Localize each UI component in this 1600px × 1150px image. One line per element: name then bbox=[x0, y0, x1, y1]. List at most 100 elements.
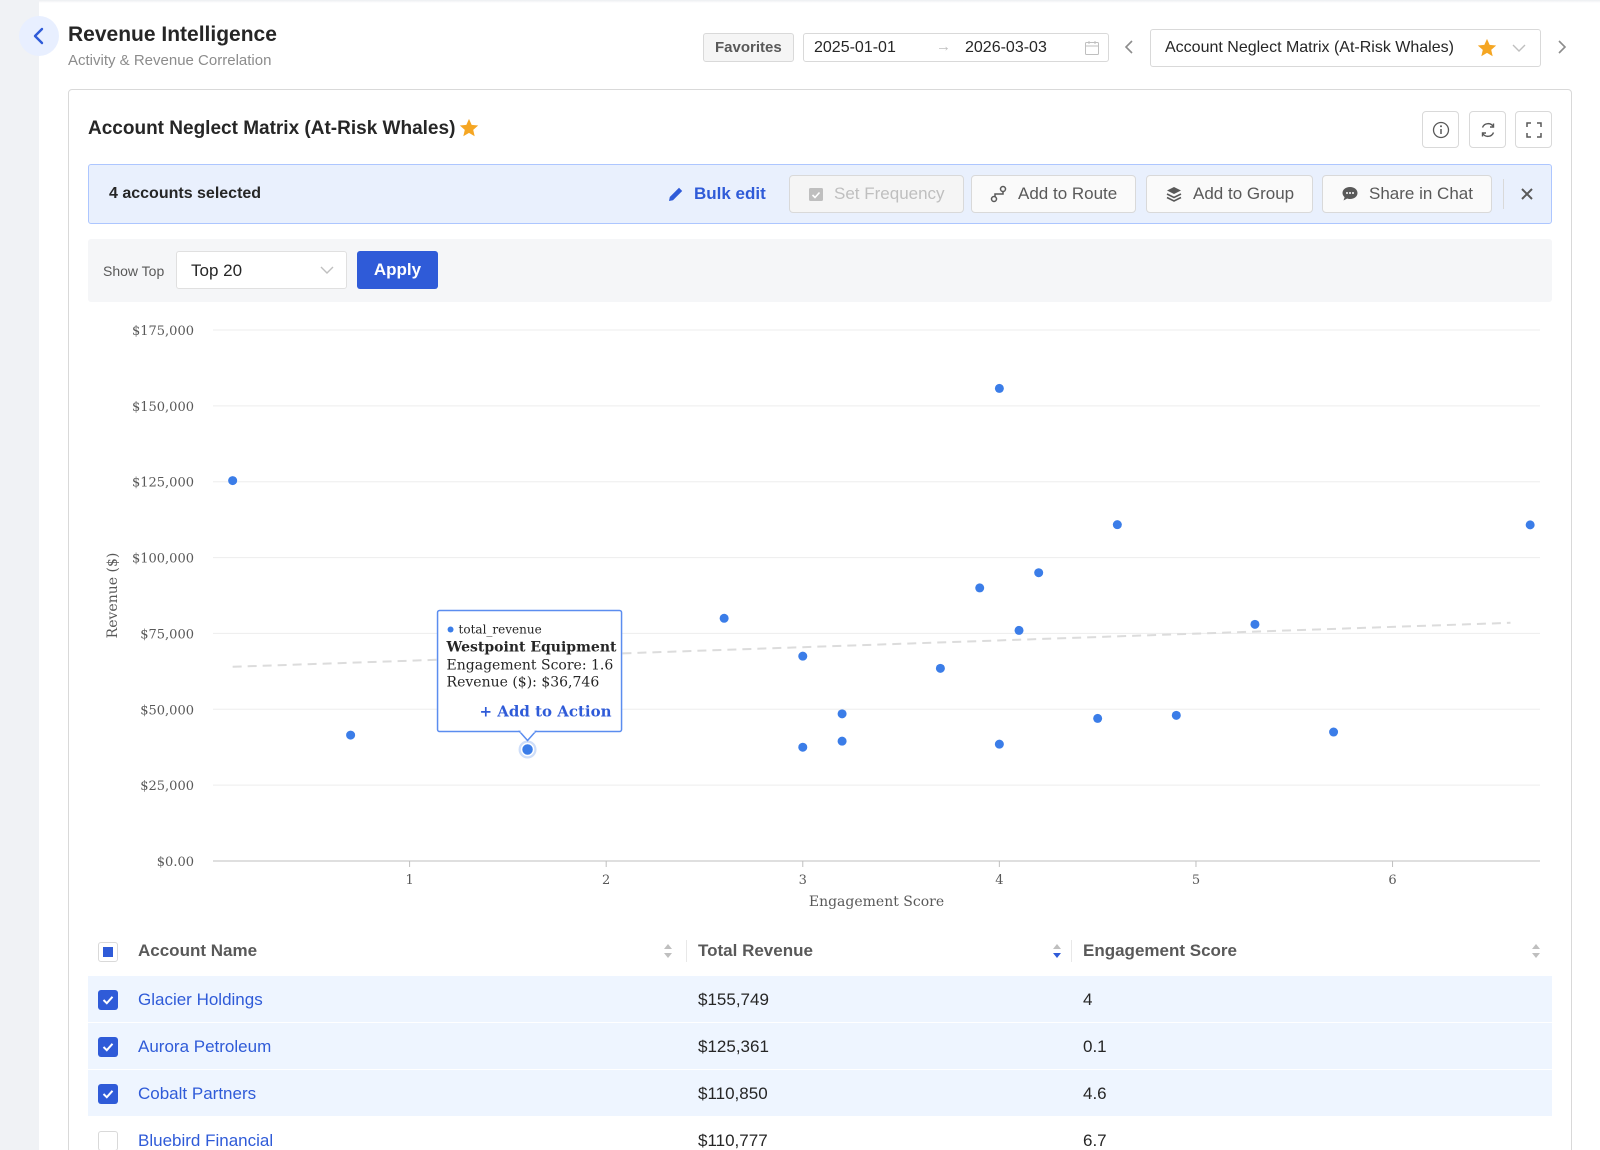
account-name-link[interactable]: Aurora Petroleum bbox=[138, 1037, 272, 1056]
data-point bbox=[837, 709, 847, 719]
column-header-engagement-score[interactable]: Engagement Score bbox=[1083, 941, 1237, 960]
add-to-group-label: Add to Group bbox=[1193, 184, 1295, 203]
show-top-select[interactable]: Top 20 bbox=[176, 251, 347, 289]
column-divider bbox=[1071, 940, 1072, 962]
date-range-arrow: → bbox=[936, 38, 951, 55]
column-header-account-name[interactable]: Account Name bbox=[138, 941, 258, 960]
x-tick-label: 4 bbox=[995, 873, 1003, 888]
data-point bbox=[1093, 713, 1103, 723]
sort-icon[interactable] bbox=[1531, 943, 1541, 959]
account-name-link[interactable]: Bluebird Financial bbox=[138, 1131, 274, 1150]
pencil-icon bbox=[669, 187, 683, 201]
y-tick-label: $150,000 bbox=[132, 400, 194, 415]
favorites-button[interactable]: Favorites bbox=[703, 33, 794, 62]
table-row[interactable]: Glacier Holdings $155,749 4 bbox=[88, 975, 1552, 1022]
calendar-check-icon bbox=[809, 188, 823, 201]
bulk-edit-button[interactable]: Bulk edit bbox=[667, 184, 766, 204]
account-name-link[interactable]: Cobalt Partners bbox=[138, 1084, 257, 1103]
calendar-icon bbox=[1085, 41, 1099, 55]
date-end[interactable]: 2026-03-03 bbox=[965, 39, 1047, 56]
top-shadow bbox=[39, 0, 1600, 3]
date-start[interactable]: 2025-01-01 bbox=[814, 39, 896, 56]
row-checkbox[interactable] bbox=[98, 1037, 118, 1057]
set-frequency-label: Set Frequency bbox=[834, 184, 945, 203]
x-tick-label: 1 bbox=[405, 873, 413, 888]
show-top-value: Top 20 bbox=[191, 261, 243, 280]
select-all-checkbox[interactable] bbox=[98, 942, 118, 962]
show-top-label: Show Top bbox=[103, 263, 165, 279]
chevron-down-icon bbox=[1512, 44, 1526, 52]
table-row[interactable]: Cobalt Partners $110,850 4.6 bbox=[88, 1069, 1552, 1116]
card-title: Account Neglect Matrix (At-Risk Whales) bbox=[88, 118, 456, 139]
column-header-total-revenue[interactable]: Total Revenue bbox=[698, 941, 813, 960]
account-name-link[interactable]: Glacier Holdings bbox=[138, 990, 263, 1009]
data-point bbox=[228, 476, 238, 486]
row-checkbox[interactable] bbox=[98, 990, 118, 1010]
add-to-route-label: Add to Route bbox=[1018, 184, 1118, 203]
info-icon bbox=[1432, 121, 1449, 138]
row-checkbox[interactable] bbox=[98, 1084, 118, 1104]
data-point bbox=[1014, 625, 1024, 635]
total-revenue-cell: $155,749 bbox=[698, 990, 769, 1009]
sort-icon[interactable] bbox=[663, 943, 673, 959]
sort-descending-icon[interactable] bbox=[1052, 943, 1062, 959]
engagement-score-cell: 4.6 bbox=[1083, 1084, 1107, 1103]
fullscreen-button[interactable] bbox=[1515, 111, 1552, 148]
close-icon bbox=[1521, 188, 1533, 200]
chevron-left-icon bbox=[33, 27, 44, 45]
data-point bbox=[837, 736, 847, 746]
refresh-icon bbox=[1481, 122, 1494, 137]
table-row[interactable]: Bluebird Financial $110,777 6.7 bbox=[88, 1116, 1552, 1150]
chevron-right-icon bbox=[1558, 40, 1567, 54]
y-tick-label: $125,000 bbox=[132, 476, 194, 491]
total-revenue-cell: $110,777 bbox=[698, 1131, 768, 1150]
check-icon bbox=[102, 1090, 114, 1099]
tooltip-series-name: total_revenue bbox=[459, 623, 542, 637]
star-icon[interactable] bbox=[1476, 37, 1498, 59]
report-select-value: Account Neglect Matrix (At-Risk Whales) bbox=[1165, 39, 1454, 56]
back-button[interactable] bbox=[19, 16, 59, 56]
tooltip-line-2: Revenue ($): $36,746 bbox=[447, 675, 600, 691]
trendline bbox=[232, 621, 1511, 668]
share-in-chat-button[interactable]: Share in Chat bbox=[1322, 175, 1492, 213]
next-report-button[interactable] bbox=[1553, 34, 1571, 60]
table-row[interactable]: Aurora Petroleum $125,361 0.1 bbox=[88, 1022, 1552, 1069]
data-point bbox=[1329, 727, 1339, 737]
report-select[interactable]: Account Neglect Matrix (At-Risk Whales) bbox=[1150, 29, 1541, 67]
page-title: Revenue Intelligence bbox=[68, 23, 277, 46]
date-range-picker[interactable]: 2025-01-01 → 2026-03-03 bbox=[803, 33, 1109, 62]
x-axis-label: Engagement Score bbox=[809, 894, 944, 910]
row-checkbox[interactable] bbox=[98, 1131, 118, 1150]
refresh-button[interactable] bbox=[1469, 111, 1506, 148]
y-tick-label: $0.00 bbox=[157, 855, 194, 870]
apply-button[interactable]: Apply bbox=[357, 251, 438, 289]
data-point bbox=[994, 383, 1004, 393]
star-icon[interactable] bbox=[458, 117, 480, 139]
add-to-action-link[interactable]: + Add to Action bbox=[479, 703, 611, 721]
add-to-route-button[interactable]: Add to Route bbox=[971, 175, 1137, 213]
chat-icon bbox=[1342, 187, 1358, 201]
page-subtitle: Activity & Revenue Correlation bbox=[68, 52, 272, 69]
add-to-group-button[interactable]: Add to Group bbox=[1146, 175, 1314, 213]
x-tick-label: 6 bbox=[1388, 873, 1396, 888]
data-point bbox=[994, 739, 1004, 749]
data-point bbox=[1034, 568, 1044, 578]
y-tick-label: $50,000 bbox=[140, 703, 194, 718]
accounts-table: Account Name Total Revenue Engagement Sc… bbox=[88, 928, 1552, 1150]
clear-selection-button[interactable] bbox=[1514, 181, 1540, 207]
data-point bbox=[1525, 520, 1535, 530]
data-point bbox=[1112, 520, 1122, 530]
data-point bbox=[975, 583, 985, 593]
tooltip-title: Westpoint Equipment bbox=[446, 640, 617, 656]
previous-report-button[interactable] bbox=[1120, 34, 1138, 60]
set-frequency-button[interactable]: Set Frequency bbox=[789, 175, 964, 213]
share-in-chat-label: Share in Chat bbox=[1369, 184, 1473, 203]
x-tick-label: 3 bbox=[799, 873, 807, 888]
check-icon bbox=[102, 1043, 114, 1052]
info-button[interactable] bbox=[1422, 111, 1459, 148]
data-point bbox=[798, 651, 808, 661]
divider bbox=[1503, 179, 1504, 209]
data-point bbox=[346, 730, 356, 740]
data-point bbox=[719, 613, 729, 623]
table-header: Account Name Total Revenue Engagement Sc… bbox=[88, 928, 1552, 975]
